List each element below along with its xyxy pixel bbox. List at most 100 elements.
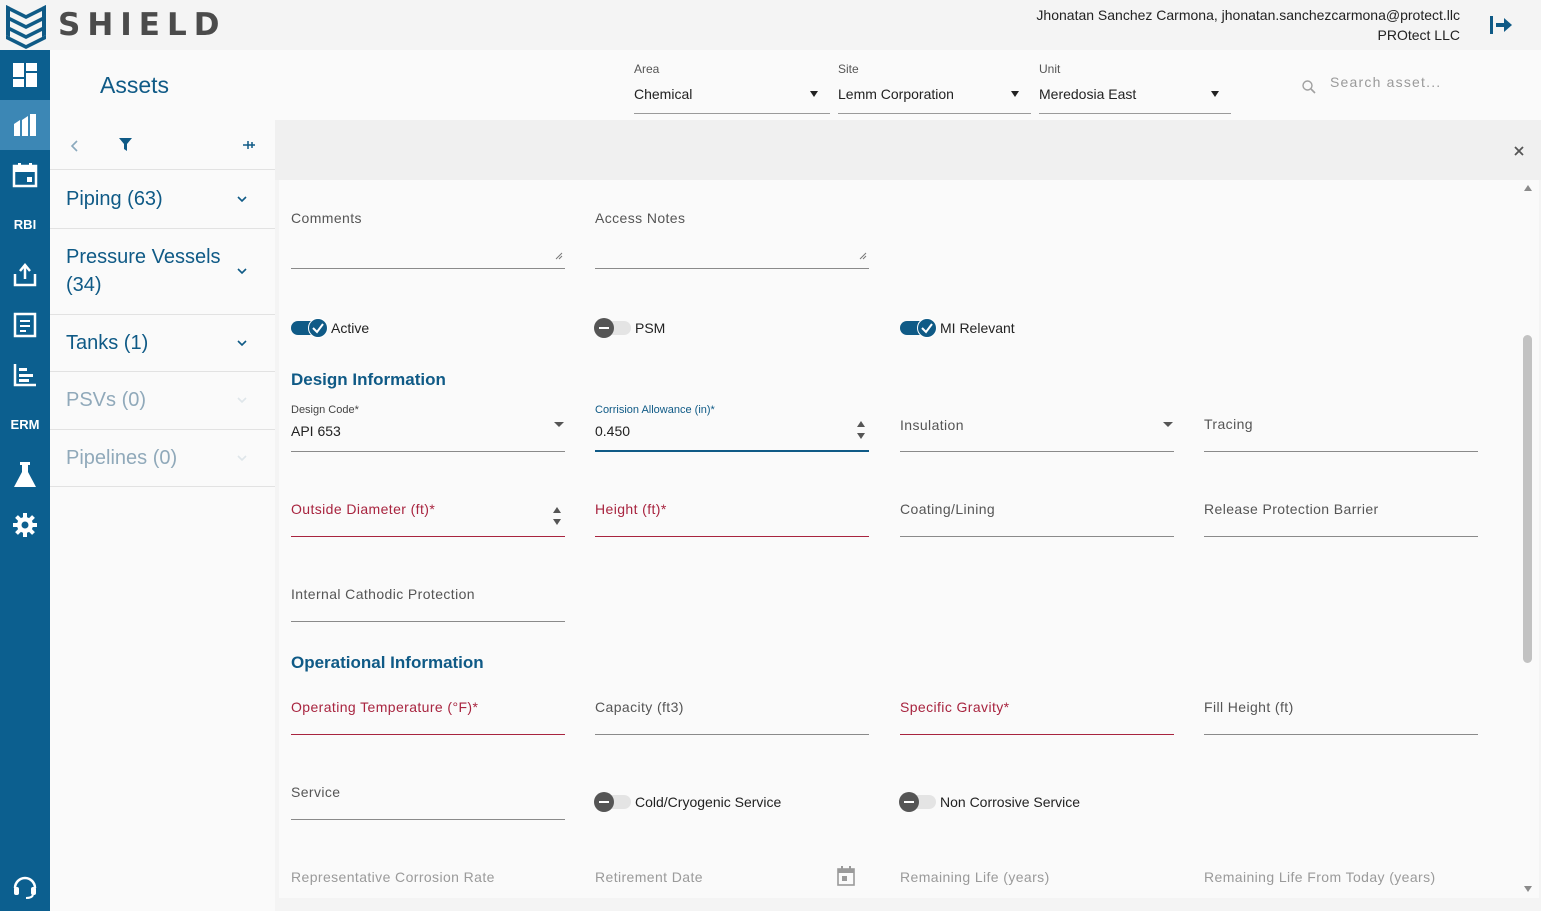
operational-information-heading: Operational Information <box>291 653 484 672</box>
outside-diameter-input[interactable]: Outside Diameter (ft)* <box>291 498 565 537</box>
assets-panel: Assets Piping (63) Pressure Vessels (34)… <box>50 50 275 911</box>
corrosion-allowance-label: Corrision Allowance (in)* <box>595 404 715 416</box>
mi-relevant-toggle-label: MI Relevant <box>940 320 1015 336</box>
calendar-icon <box>837 866 855 886</box>
dropdown-arrow-icon <box>1211 91 1219 97</box>
filter-bar: Area Chemical Site Lemm Corporation Unit… <box>275 50 1541 120</box>
lab-nav-button[interactable] <box>0 450 50 500</box>
service-input[interactable]: Service <box>291 781 565 820</box>
cold-cryogenic-service-toggle[interactable]: Cold/Cryogenic Service <box>594 791 782 813</box>
release-protection-barrier-input[interactable]: Release Protection Barrier <box>1204 498 1478 537</box>
category-label: Pipelines (0) <box>66 447 178 469</box>
chevron-down-icon <box>237 268 247 275</box>
cold-cryogenic-service-label: Cold/Cryogenic Service <box>635 794 782 810</box>
category-label: Piping (63) <box>66 188 163 210</box>
resize-handle-icon[interactable] <box>555 252 563 260</box>
design-code-label: Design Code* <box>291 404 359 416</box>
coating-lining-input[interactable]: Coating/Lining <box>900 498 1174 537</box>
minus-icon <box>594 318 614 338</box>
headset-icon <box>13 876 37 899</box>
pin-icon[interactable] <box>242 139 256 151</box>
insulation-select[interactable]: Insulation <box>900 404 1174 452</box>
category-pipelines: Pipelines (0) <box>50 430 275 487</box>
corrosion-allowance-input[interactable]: Corrision Allowance (in)* 0.450 <box>595 404 869 452</box>
access-notes-textarea[interactable]: Access Notes <box>595 206 869 269</box>
unit-select-value: Meredosia East <box>1039 86 1137 102</box>
specific-gravity-label: Specific Gravity* <box>900 699 1010 715</box>
form-scrollbar[interactable] <box>1517 180 1539 898</box>
assets-nav-button[interactable] <box>0 100 50 150</box>
erm-nav-label[interactable]: ERM <box>10 417 40 432</box>
operating-temperature-input[interactable]: Operating Temperature (°F)* <box>291 696 565 735</box>
search-box <box>1301 70 1501 100</box>
search-input[interactable] <box>1330 74 1500 90</box>
resize-handle-icon[interactable] <box>859 252 867 260</box>
clipboard-icon <box>13 312 37 338</box>
tracing-input[interactable]: Tracing <box>1204 404 1478 452</box>
internal-cathodic-protection-input[interactable]: Internal Cathodic Protection <box>291 583 565 622</box>
chevron-down-icon <box>237 340 247 347</box>
import-nav-button[interactable] <box>0 250 50 300</box>
check-icon <box>308 318 328 338</box>
flask-icon <box>14 462 36 487</box>
remaining-life-from-today-field: Remaining Life From Today (years) <box>1204 866 1478 898</box>
category-pressure-vessels[interactable]: Pressure Vessels (34) <box>50 229 275 315</box>
close-icon[interactable] <box>1512 144 1526 158</box>
site-select-label: Site <box>838 62 859 76</box>
reports-nav-button[interactable] <box>0 300 50 350</box>
support-nav-button[interactable] <box>0 861 50 911</box>
dashboard-nav-button[interactable] <box>0 50 50 100</box>
height-input[interactable]: Height (ft)* <box>595 498 869 537</box>
rbi-nav-label[interactable]: RBI <box>13 217 37 232</box>
comments-textarea[interactable]: Comments <box>291 206 565 269</box>
minus-icon <box>899 792 919 812</box>
calendar-nav-button[interactable] <box>0 150 50 200</box>
area-select-value: Chemical <box>634 86 693 102</box>
fill-height-input[interactable]: Fill Height (ft) <box>1204 696 1478 735</box>
dropdown-arrow-icon <box>810 91 818 97</box>
logout-icon[interactable] <box>1488 13 1514 37</box>
shield-logo-icon <box>6 5 46 49</box>
active-toggle[interactable]: Active <box>291 317 369 339</box>
non-corrosive-service-toggle[interactable]: Non Corrosive Service <box>899 791 1080 813</box>
detail-header <box>275 120 1541 180</box>
category-tanks[interactable]: Tanks (1) <box>50 315 275 372</box>
toggle-track <box>900 318 937 338</box>
area-select-label: Area <box>634 62 660 76</box>
asset-detail-form: Comments Access Notes Active PSM MI Rele… <box>279 180 1517 898</box>
design-information-heading: Design Information <box>291 370 446 389</box>
gear-icon <box>13 513 37 537</box>
area-select[interactable]: Area Chemical <box>634 50 830 114</box>
analytics-nav-button[interactable] <box>0 350 50 400</box>
toggle-track <box>899 792 936 812</box>
toggle-track <box>291 318 328 338</box>
chart-icon <box>13 364 36 387</box>
site-select[interactable]: Site Lemm Corporation <box>838 50 1031 114</box>
chevron-left-icon[interactable] <box>70 139 80 153</box>
scrollbar-thumb[interactable] <box>1523 335 1532 663</box>
settings-nav-button[interactable] <box>0 500 50 550</box>
psm-toggle[interactable]: PSM <box>594 317 665 339</box>
coating-lining-label: Coating/Lining <box>900 501 996 517</box>
app-logo-text: SHIELD <box>58 7 227 43</box>
dropdown-arrow-icon <box>1011 91 1019 97</box>
chevron-down-icon <box>237 196 247 203</box>
category-piping[interactable]: Piping (63) <box>50 170 275 229</box>
corrosion-allowance-value: 0.450 <box>595 423 631 439</box>
filter-icon[interactable] <box>119 138 132 152</box>
unit-select[interactable]: Unit Meredosia East <box>1039 50 1231 114</box>
access-notes-label: Access Notes <box>595 210 686 226</box>
specific-gravity-input[interactable]: Specific Gravity* <box>900 696 1174 735</box>
scroll-down-arrow-icon[interactable] <box>1524 886 1532 892</box>
spinner-icon[interactable] <box>553 506 561 526</box>
toggle-track <box>594 792 631 812</box>
operating-temperature-label: Operating Temperature (°F)* <box>291 699 479 715</box>
design-code-select[interactable]: Design Code* API 653 <box>291 404 565 452</box>
release-protection-barrier-label: Release Protection Barrier <box>1204 501 1379 517</box>
mi-relevant-toggle[interactable]: MI Relevant <box>900 317 1015 339</box>
capacity-input[interactable]: Capacity (ft3) <box>595 696 869 735</box>
assets-panel-toolbar <box>50 126 275 170</box>
spinner-icon[interactable] <box>857 420 865 440</box>
scroll-up-arrow-icon[interactable] <box>1524 185 1532 191</box>
fill-height-label: Fill Height (ft) <box>1204 699 1294 715</box>
